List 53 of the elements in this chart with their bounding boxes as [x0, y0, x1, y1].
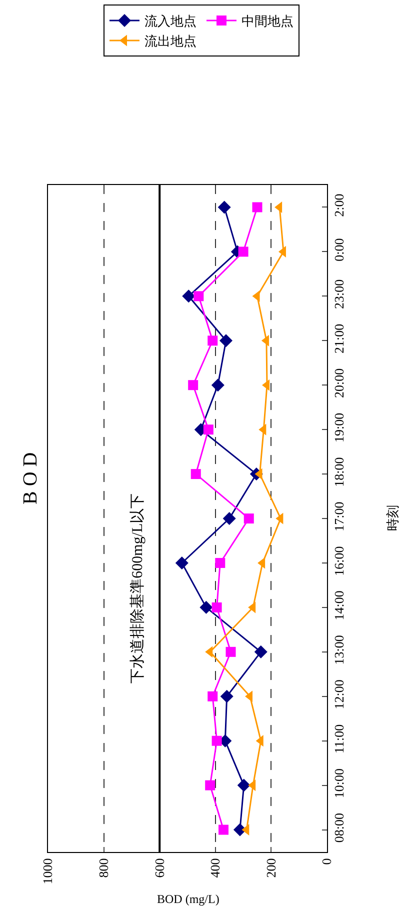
y-tick-label: 19:00: [332, 412, 347, 442]
y-tick-label: 14:00: [332, 590, 347, 620]
y-tick-label: 21:00: [332, 324, 347, 354]
x-tick-label: 200: [263, 858, 278, 878]
point: [208, 336, 218, 346]
point: [194, 291, 204, 302]
point: [212, 736, 222, 746]
point: [244, 514, 254, 524]
y-tick-label: 17:00: [332, 502, 347, 532]
y-tick-label: 11:00: [332, 724, 347, 754]
x-tick-label: 1000: [40, 858, 56, 884]
x-tick-label: 400: [208, 858, 223, 878]
point: [220, 334, 232, 348]
point: [175, 556, 188, 570]
legend-label: 流出地点: [144, 34, 196, 49]
point: [211, 378, 224, 392]
point: [208, 691, 218, 702]
point: [218, 200, 231, 214]
point: [212, 602, 222, 612]
point: [226, 646, 236, 657]
point: [190, 469, 201, 480]
legend-label: 流入地点: [144, 14, 196, 29]
point: [203, 424, 214, 435]
y-tick-label: 23:00: [332, 279, 347, 310]
y-tick-label: 13:00: [332, 635, 347, 665]
text: B O D: [20, 452, 42, 504]
y-tick-label: 10:00: [332, 768, 347, 798]
y-axis-title: 時刻: [385, 505, 400, 531]
y-tick-label: 0:00: [332, 238, 347, 262]
point: [218, 824, 228, 835]
point: [222, 512, 236, 525]
point: [237, 778, 250, 792]
y-tick-label: 16:00: [332, 546, 347, 576]
y-tick-label: 08:00: [332, 813, 347, 843]
point: [254, 645, 268, 658]
y-tick-label: 2:00: [332, 194, 347, 217]
x-tick-label: 800: [96, 858, 112, 878]
point: [238, 246, 248, 257]
point: [205, 780, 216, 790]
ref-line-label: 下水道排除基準600mg/L以下: [128, 493, 146, 684]
x-tick-label: 600: [152, 858, 167, 878]
point: [220, 690, 234, 703]
x-tick-label: 0: [319, 858, 334, 865]
point: [200, 600, 213, 614]
y-tick-label: 18:00: [332, 457, 347, 487]
y-tick-label: 12:00: [332, 680, 347, 710]
legend-label: 中間地点: [242, 14, 294, 29]
point: [252, 202, 262, 212]
point: [188, 380, 198, 390]
y-tick-label: 20:00: [332, 368, 347, 398]
x-axis-title: BOD (mg/L): [157, 892, 220, 906]
point: [215, 558, 226, 568]
point: [182, 290, 196, 303]
